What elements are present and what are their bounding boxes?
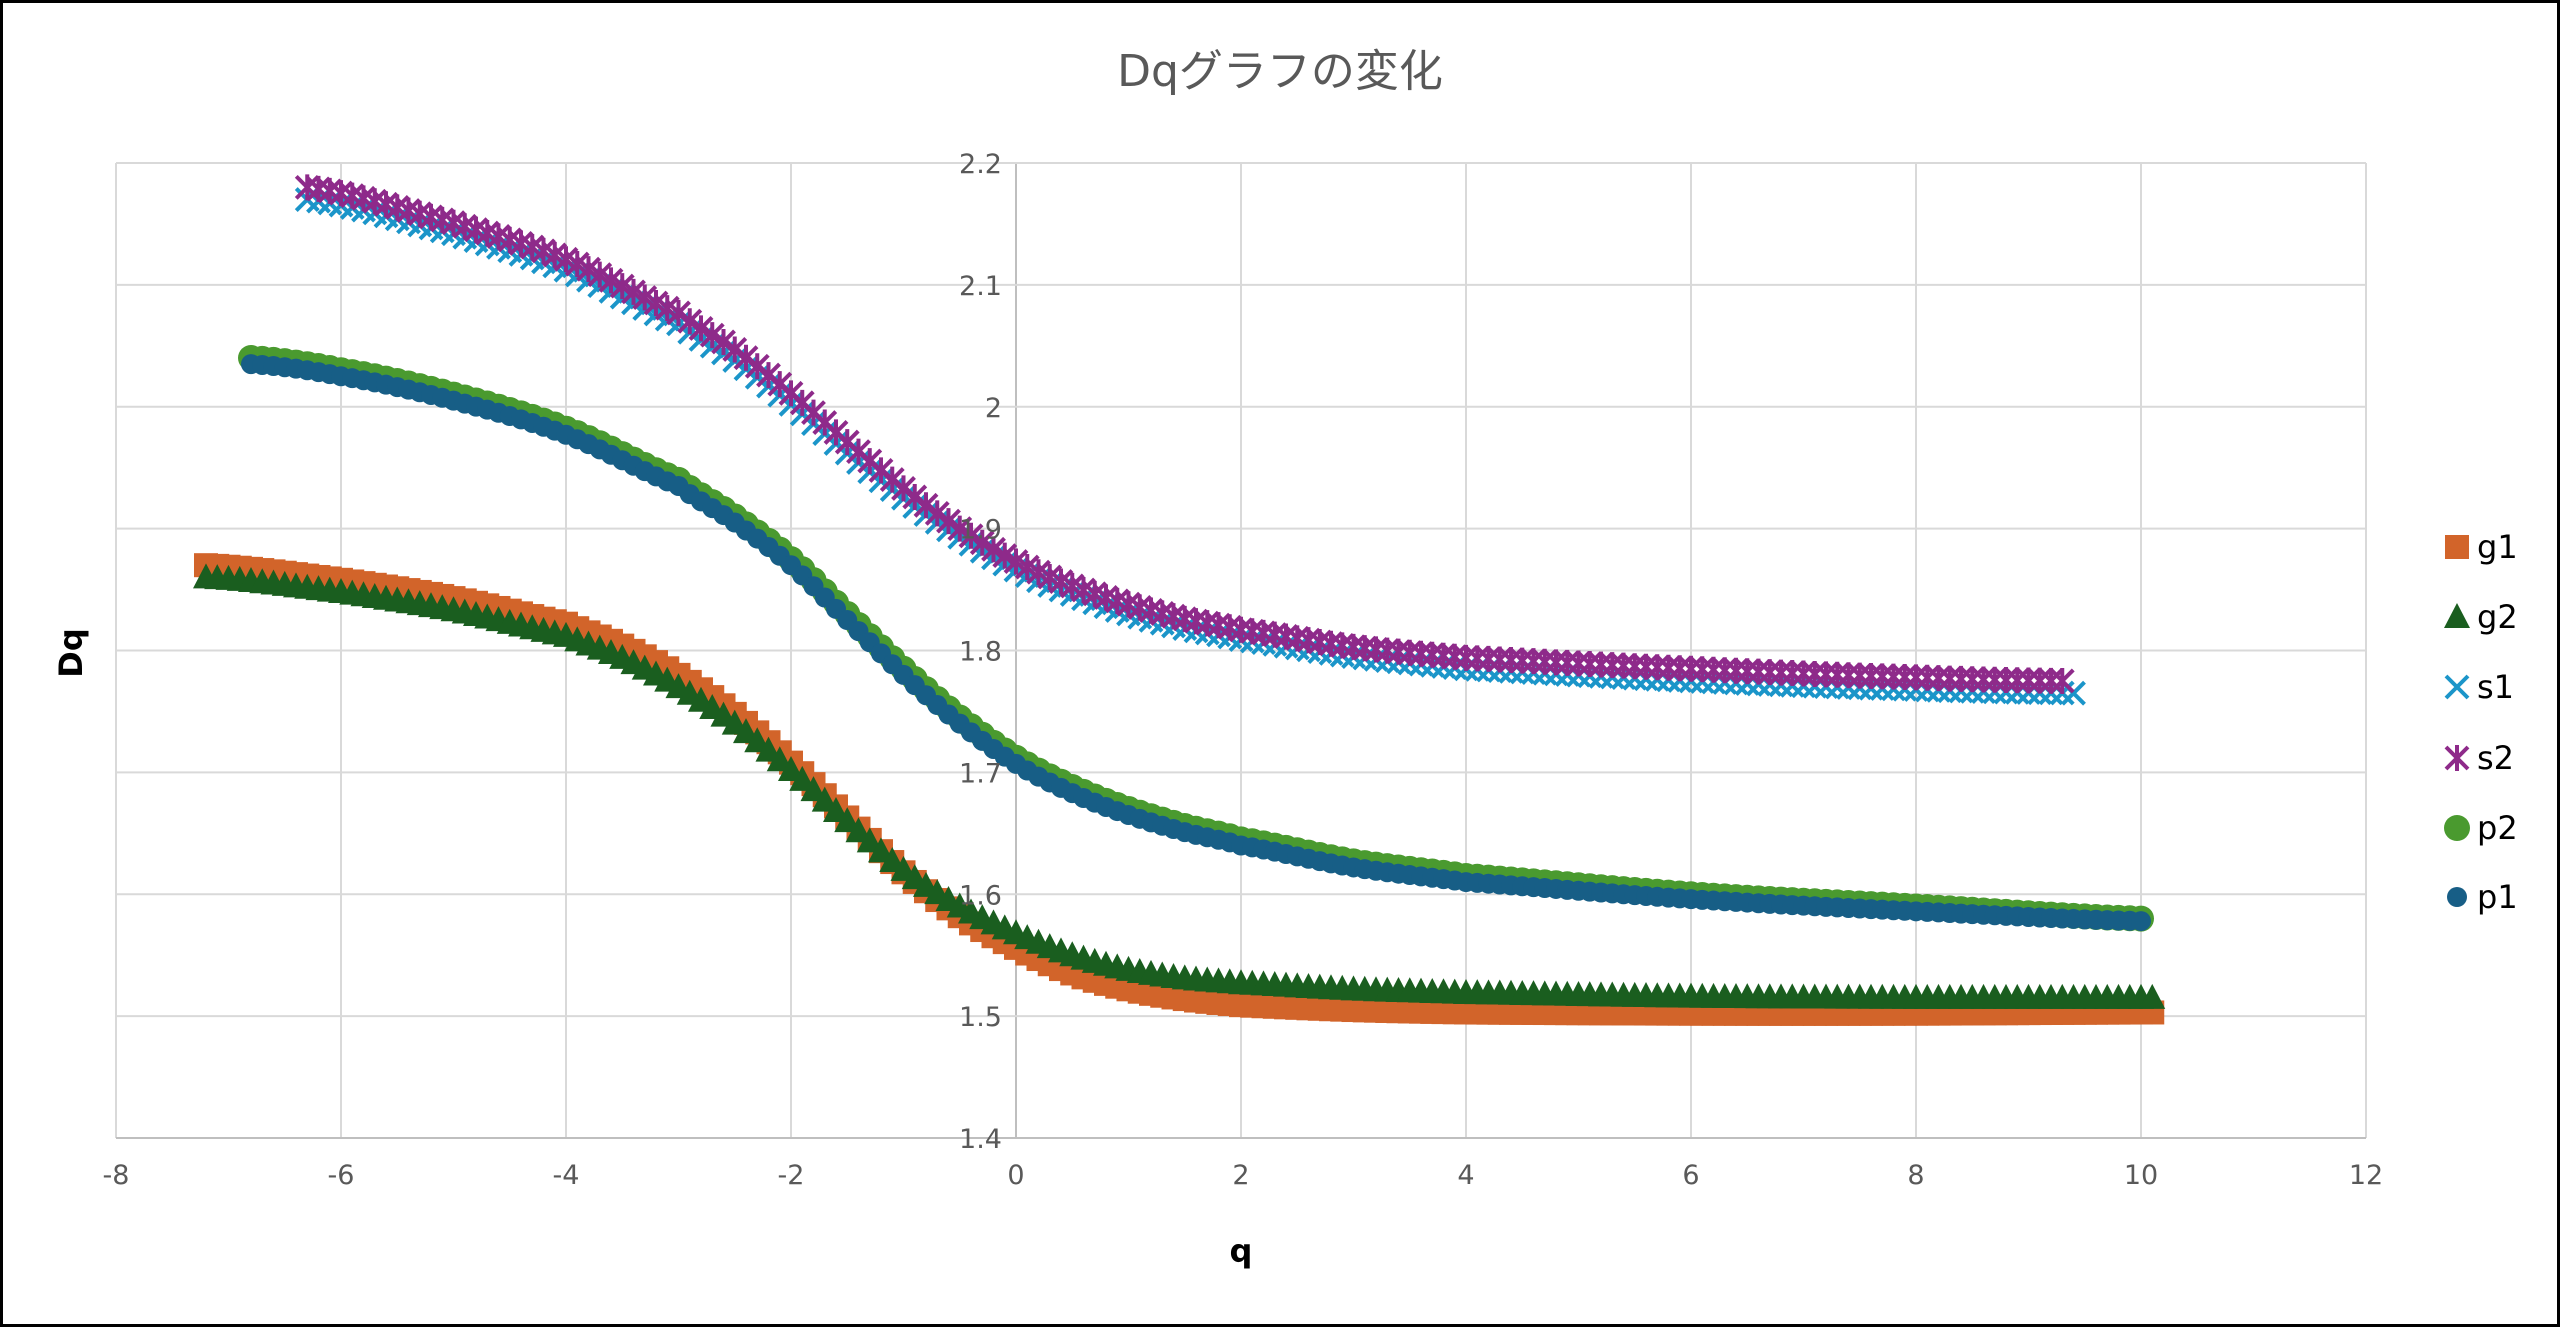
series-g2: [193, 563, 2166, 1009]
data-point-g2: [845, 817, 872, 843]
legend-label: g1: [2477, 528, 2518, 566]
y-axis-label: Dq: [52, 628, 90, 677]
x-tick-label: -8: [103, 1160, 130, 1191]
legend-marker-g2: [2444, 603, 2470, 628]
data-point-s2: [958, 522, 984, 549]
data-point-g2: [823, 796, 849, 822]
data-point-s2: [924, 500, 950, 527]
data-point-s2: [902, 483, 928, 510]
legend-marker-p1: [2447, 887, 2467, 907]
legend-item-s1[interactable]: s1: [2444, 668, 2514, 706]
y-tick-label: 1.7: [959, 758, 1002, 789]
legend: g1 g2 s1 s2 p2 p1: [2444, 528, 2518, 916]
data-point-s2: [711, 328, 736, 355]
x-tick-label: 10: [2124, 1160, 2158, 1191]
data-point-s2: [969, 529, 995, 556]
data-point-s2: [913, 492, 939, 519]
y-tick-label: 1.8: [959, 637, 1002, 668]
x-tick-label: -6: [328, 1160, 355, 1191]
legend-item-g1[interactable]: g1: [2445, 528, 2518, 566]
data-point-s2: [677, 308, 703, 335]
data-point-s2: [688, 315, 714, 342]
legend-item-p2[interactable]: p2: [2444, 809, 2518, 847]
legend-marker-g1: [2445, 535, 2469, 559]
data-point-g2: [834, 807, 861, 833]
data-point-g2: [800, 776, 827, 802]
legend-label: g2: [2477, 598, 2518, 636]
y-tick-label: 2.2: [959, 149, 1002, 180]
x-tick-label: 6: [1682, 1160, 1699, 1191]
data-point-g2: [856, 827, 883, 853]
data-point-s2: [699, 322, 725, 349]
legend-item-g2[interactable]: g2: [2444, 598, 2518, 636]
y-tick-label: 2.1: [959, 271, 1002, 302]
x-axis-label: q: [1230, 1232, 1253, 1270]
y-tick-label: 1.4: [959, 1124, 1002, 1155]
x-tick-label: 0: [1007, 1160, 1024, 1191]
x-tick-label: -4: [553, 1160, 580, 1191]
x-tick-label: 4: [1457, 1160, 1474, 1191]
series-p1: [241, 354, 2151, 932]
data-point-g2: [778, 755, 804, 781]
legend-item-p1[interactable]: p1: [2447, 878, 2518, 916]
data-point-s2: [981, 536, 1006, 563]
x-tick-label: 8: [1907, 1160, 1924, 1191]
series-s2: [294, 174, 2075, 694]
data-point-s2: [2049, 667, 2075, 694]
data-point-g2: [789, 765, 816, 791]
data-point-s2: [936, 508, 961, 535]
data-point-s2: [947, 515, 973, 542]
legend-label: p2: [2477, 809, 2518, 847]
x-tick-label: 2: [1232, 1160, 1249, 1191]
y-tick-label: 1.9: [959, 515, 1002, 546]
data-point-g2: [766, 746, 793, 772]
legend-label: s2: [2477, 739, 2514, 777]
data-point-s2: [722, 336, 748, 363]
legend-marker-s1: [2444, 674, 2470, 700]
data-point-g2: [2139, 983, 2166, 1009]
x-tick-label: -2: [778, 1160, 805, 1191]
legend-item-s2[interactable]: s2: [2444, 739, 2514, 777]
legend-label: s1: [2477, 668, 2514, 706]
x-tick-label: 12: [2349, 1160, 2383, 1191]
y-tick-label: 2: [985, 393, 1002, 424]
legend-marker-p2: [2444, 815, 2470, 841]
legend-label: p1: [2477, 878, 2518, 916]
data-point-g2: [811, 786, 838, 812]
chart-title: Dqグラフの変化: [1117, 46, 1443, 97]
data-point-s2: [666, 299, 691, 326]
data-point-p1: [2131, 911, 2151, 932]
y-tick-label: 1.5: [959, 1002, 1002, 1033]
y-tick-label: 1.6: [959, 880, 1002, 911]
legend-marker-s2: [2444, 745, 2470, 771]
